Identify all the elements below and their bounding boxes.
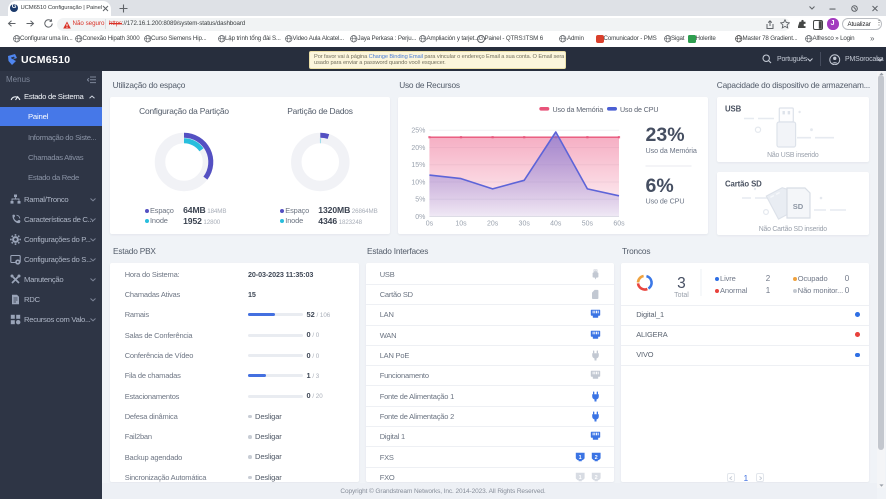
svg-text:Cartão SD: Cartão SD [725,180,762,189]
svg-text:23%: 23% [645,124,684,146]
svg-text:Não Cartão SD inserido: Não Cartão SD inserido [759,226,828,233]
svg-text:3: 3 [677,275,686,292]
svg-text:20s: 20s [486,221,498,228]
svg-text:1: 1 [578,455,581,461]
svg-text:25%: 25% [411,128,425,135]
svg-text:30s: 30s [518,221,530,228]
svg-text:10s: 10s [455,221,467,228]
svg-text:15%: 15% [411,162,425,169]
svg-text:20%: 20% [411,145,425,152]
svg-text:2: 2 [594,475,597,481]
svg-text:0%: 0% [415,214,425,221]
svg-text:0s: 0s [425,221,433,228]
svg-text:Uso de CPU: Uso de CPU [645,197,684,206]
svg-text:5%: 5% [415,197,425,204]
svg-text:50s: 50s [581,221,593,228]
svg-text:Total: Total [674,292,689,299]
svg-text:Uso da Memória: Uso da Memória [552,106,603,114]
svg-text:USB: USB [725,105,742,114]
svg-text:10%: 10% [411,179,425,186]
svg-text:SD: SD [793,202,804,211]
svg-text:60s: 60s [613,221,625,228]
svg-text:6%: 6% [645,175,673,197]
svg-text:2: 2 [594,455,597,461]
svg-text:1: 1 [578,475,581,481]
svg-text:40s: 40s [550,221,562,228]
svg-text:Uso de CPU: Uso de CPU [620,106,658,114]
svg-text:Não USB inserido: Não USB inserido [767,152,819,159]
svg-text:Uso da Memória: Uso da Memória [645,146,696,155]
